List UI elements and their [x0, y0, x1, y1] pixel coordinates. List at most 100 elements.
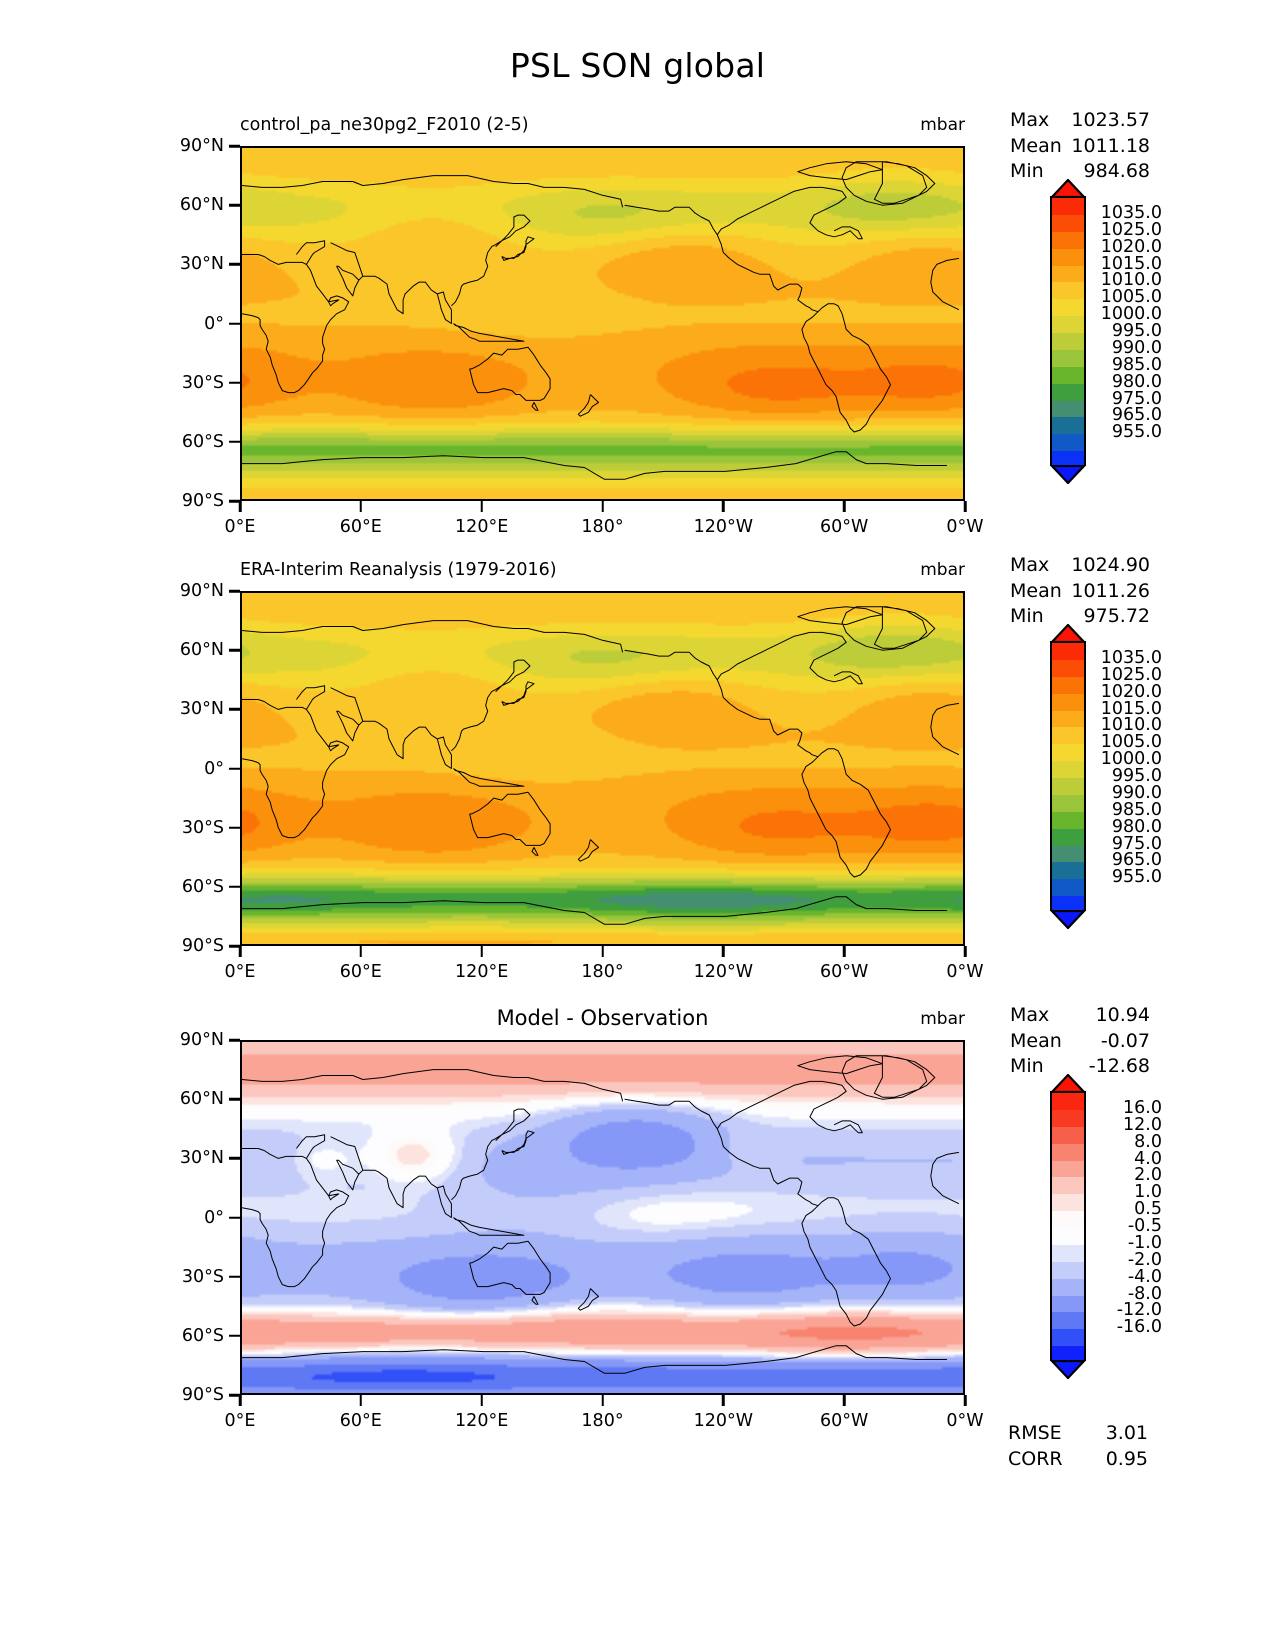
colorbar-band — [1052, 1109, 1084, 1127]
coastline-overlay — [242, 161, 960, 480]
colorbar-band — [1052, 693, 1084, 711]
y-tick-label: 30°N — [179, 1148, 224, 1169]
colorbar-band — [1052, 1177, 1084, 1195]
colorbar-observation[interactable]: 1035.0 1025.0 1020.0 1015.0 1010.0 1005.0 1000… — [1050, 624, 1162, 929]
x-tick-label: 120°W — [693, 1411, 754, 1431]
colorbar-tick-label: 990.0 — [1111, 782, 1162, 803]
y-tick-label: 90°S — [181, 491, 224, 511]
y-tick-mark — [229, 708, 240, 711]
x-tick-mark — [359, 1395, 363, 1406]
colorbar-band — [1052, 333, 1084, 350]
skill-label: CORR — [1008, 1448, 1063, 1470]
colorbar-band — [1052, 761, 1084, 778]
colorbar-tick-label: 980.0 — [1111, 816, 1162, 837]
x-tick-mark — [238, 946, 242, 957]
colorbar-tick-label: -0.5 — [1127, 1216, 1162, 1236]
panel-difference-title: Model - Observation — [496, 1006, 709, 1030]
y-tick-label: 0° — [204, 1207, 224, 1228]
colorbar-tick-label: 4.0 — [1134, 1148, 1162, 1169]
colorbar-band — [1052, 1244, 1084, 1262]
colorbar-tick-label: 1035.0 — [1100, 202, 1162, 223]
y-tick-label: 30°N — [179, 254, 224, 275]
y-tick-mark — [229, 499, 240, 503]
colorbar-tick-label: 8.0 — [1134, 1131, 1162, 1152]
y-tick-mark — [229, 1097, 240, 1101]
x-tick-mark — [842, 946, 846, 957]
panel-difference-unit: mbar — [920, 1009, 965, 1029]
x-tick-mark — [722, 1395, 725, 1406]
colorbar-tick-label: 1015.0 — [1100, 698, 1162, 719]
colorbar-band — [1052, 659, 1084, 677]
colorbar-band — [1052, 198, 1084, 215]
colorbar-tick-label: 1000.0 — [1100, 749, 1162, 770]
stat-label: Min — [1010, 160, 1044, 182]
y-tick-mark — [229, 826, 240, 829]
colorbar-gradient — [1050, 641, 1086, 913]
colorbar-model[interactable]: 1035.0 1025.0 1020.0 1015.0 1010.0 1005.0 1000… — [1050, 179, 1162, 484]
colorbar-tick-label: 1005.0 — [1100, 732, 1162, 753]
colorbar-band — [1052, 366, 1084, 384]
x-tick-label: 60°E — [339, 1411, 382, 1431]
colorbar-band — [1052, 1346, 1084, 1363]
x-tick-label: 180° — [581, 962, 624, 982]
colorbar-band — [1052, 862, 1084, 880]
map-observation[interactable] — [240, 591, 965, 946]
x-tick-label: 60°W — [819, 962, 869, 982]
stat-label: Max — [1010, 554, 1050, 576]
colorbar-tick-label: 1000.0 — [1100, 304, 1162, 325]
colorbar-tick-label: 955.0 — [1111, 422, 1162, 443]
colorbar-tick-label: 1010.0 — [1100, 715, 1162, 736]
colorbar-band — [1052, 778, 1084, 795]
panel-model-unit: mbar — [920, 115, 965, 135]
colorbar-tick-label: 2.0 — [1134, 1165, 1162, 1186]
y-tick-mark — [229, 203, 240, 207]
colorbar-difference[interactable]: 16.0 12.0 8.0 4.0 2.0 1.0 0.5 -0.5 -1.0 -2.0 -4.0-… — [1050, 1074, 1162, 1379]
colorbar-band — [1052, 383, 1084, 401]
y-tick-mark — [229, 1157, 240, 1160]
x-tick-mark — [480, 501, 483, 512]
y-tick-mark — [229, 322, 240, 325]
y-tick-mark — [229, 381, 240, 384]
y-tick-mark — [229, 440, 240, 444]
panel-model-title: control_pa_ne30pg2_F2010 (2-5) — [240, 115, 529, 135]
colorbar-tick-label: 1015.0 — [1100, 253, 1162, 274]
colorbar-band — [1052, 1143, 1084, 1161]
map-model[interactable] — [240, 146, 965, 501]
x-tick-mark — [963, 501, 967, 512]
colorbar-band — [1052, 1160, 1084, 1178]
y-tick-label: 60°S — [181, 876, 224, 897]
colorbar-band — [1052, 451, 1084, 468]
colorbar-band — [1052, 434, 1084, 452]
colorbar-band — [1052, 1278, 1084, 1296]
colorbar-band — [1052, 1329, 1084, 1347]
colorbar-band — [1052, 214, 1084, 232]
colorbar-tick-label: 1035.0 — [1100, 647, 1162, 668]
colorbar-band — [1052, 828, 1084, 846]
x-tick-label: 0°W — [946, 962, 984, 982]
x-tick-label: 0°W — [946, 517, 984, 537]
stat-value: 10.94 — [1095, 1004, 1150, 1026]
figure-title: PSL SON global — [509, 46, 766, 85]
colorbar-band — [1052, 676, 1084, 694]
y-tick-label: 30°N — [179, 699, 224, 720]
stat-label: Min — [1010, 1055, 1044, 1077]
panel-observation-unit: mbar — [920, 560, 965, 580]
colorbar-tick-label: -1.0 — [1127, 1232, 1162, 1253]
colorbar-gradient — [1050, 196, 1086, 468]
map-difference[interactable] — [240, 1040, 965, 1395]
y-tick-label: 90°S — [181, 936, 224, 956]
x-tick-label: 120°E — [455, 962, 509, 982]
map-raster — [242, 148, 963, 499]
colorbar-tick-label: -4.0 — [1127, 1266, 1162, 1287]
colorbar-band — [1052, 265, 1084, 283]
x-tick-label: 0°E — [224, 1411, 256, 1431]
colorbar-tick-label: 965.0 — [1111, 405, 1162, 426]
y-tick-label: 30°S — [181, 817, 224, 838]
x-tick-mark — [842, 1395, 846, 1406]
x-tick-mark — [238, 1395, 242, 1406]
y-tick-label: 90°N — [179, 136, 224, 156]
panel-model: control_pa_ne30pg2_F2010 (2-5) mbar 90°N… — [180, 115, 984, 537]
x-tick-label: 120°W — [693, 962, 754, 982]
colorbar-extend-down-arrow — [1050, 910, 1086, 929]
colorbar-band — [1052, 744, 1084, 762]
